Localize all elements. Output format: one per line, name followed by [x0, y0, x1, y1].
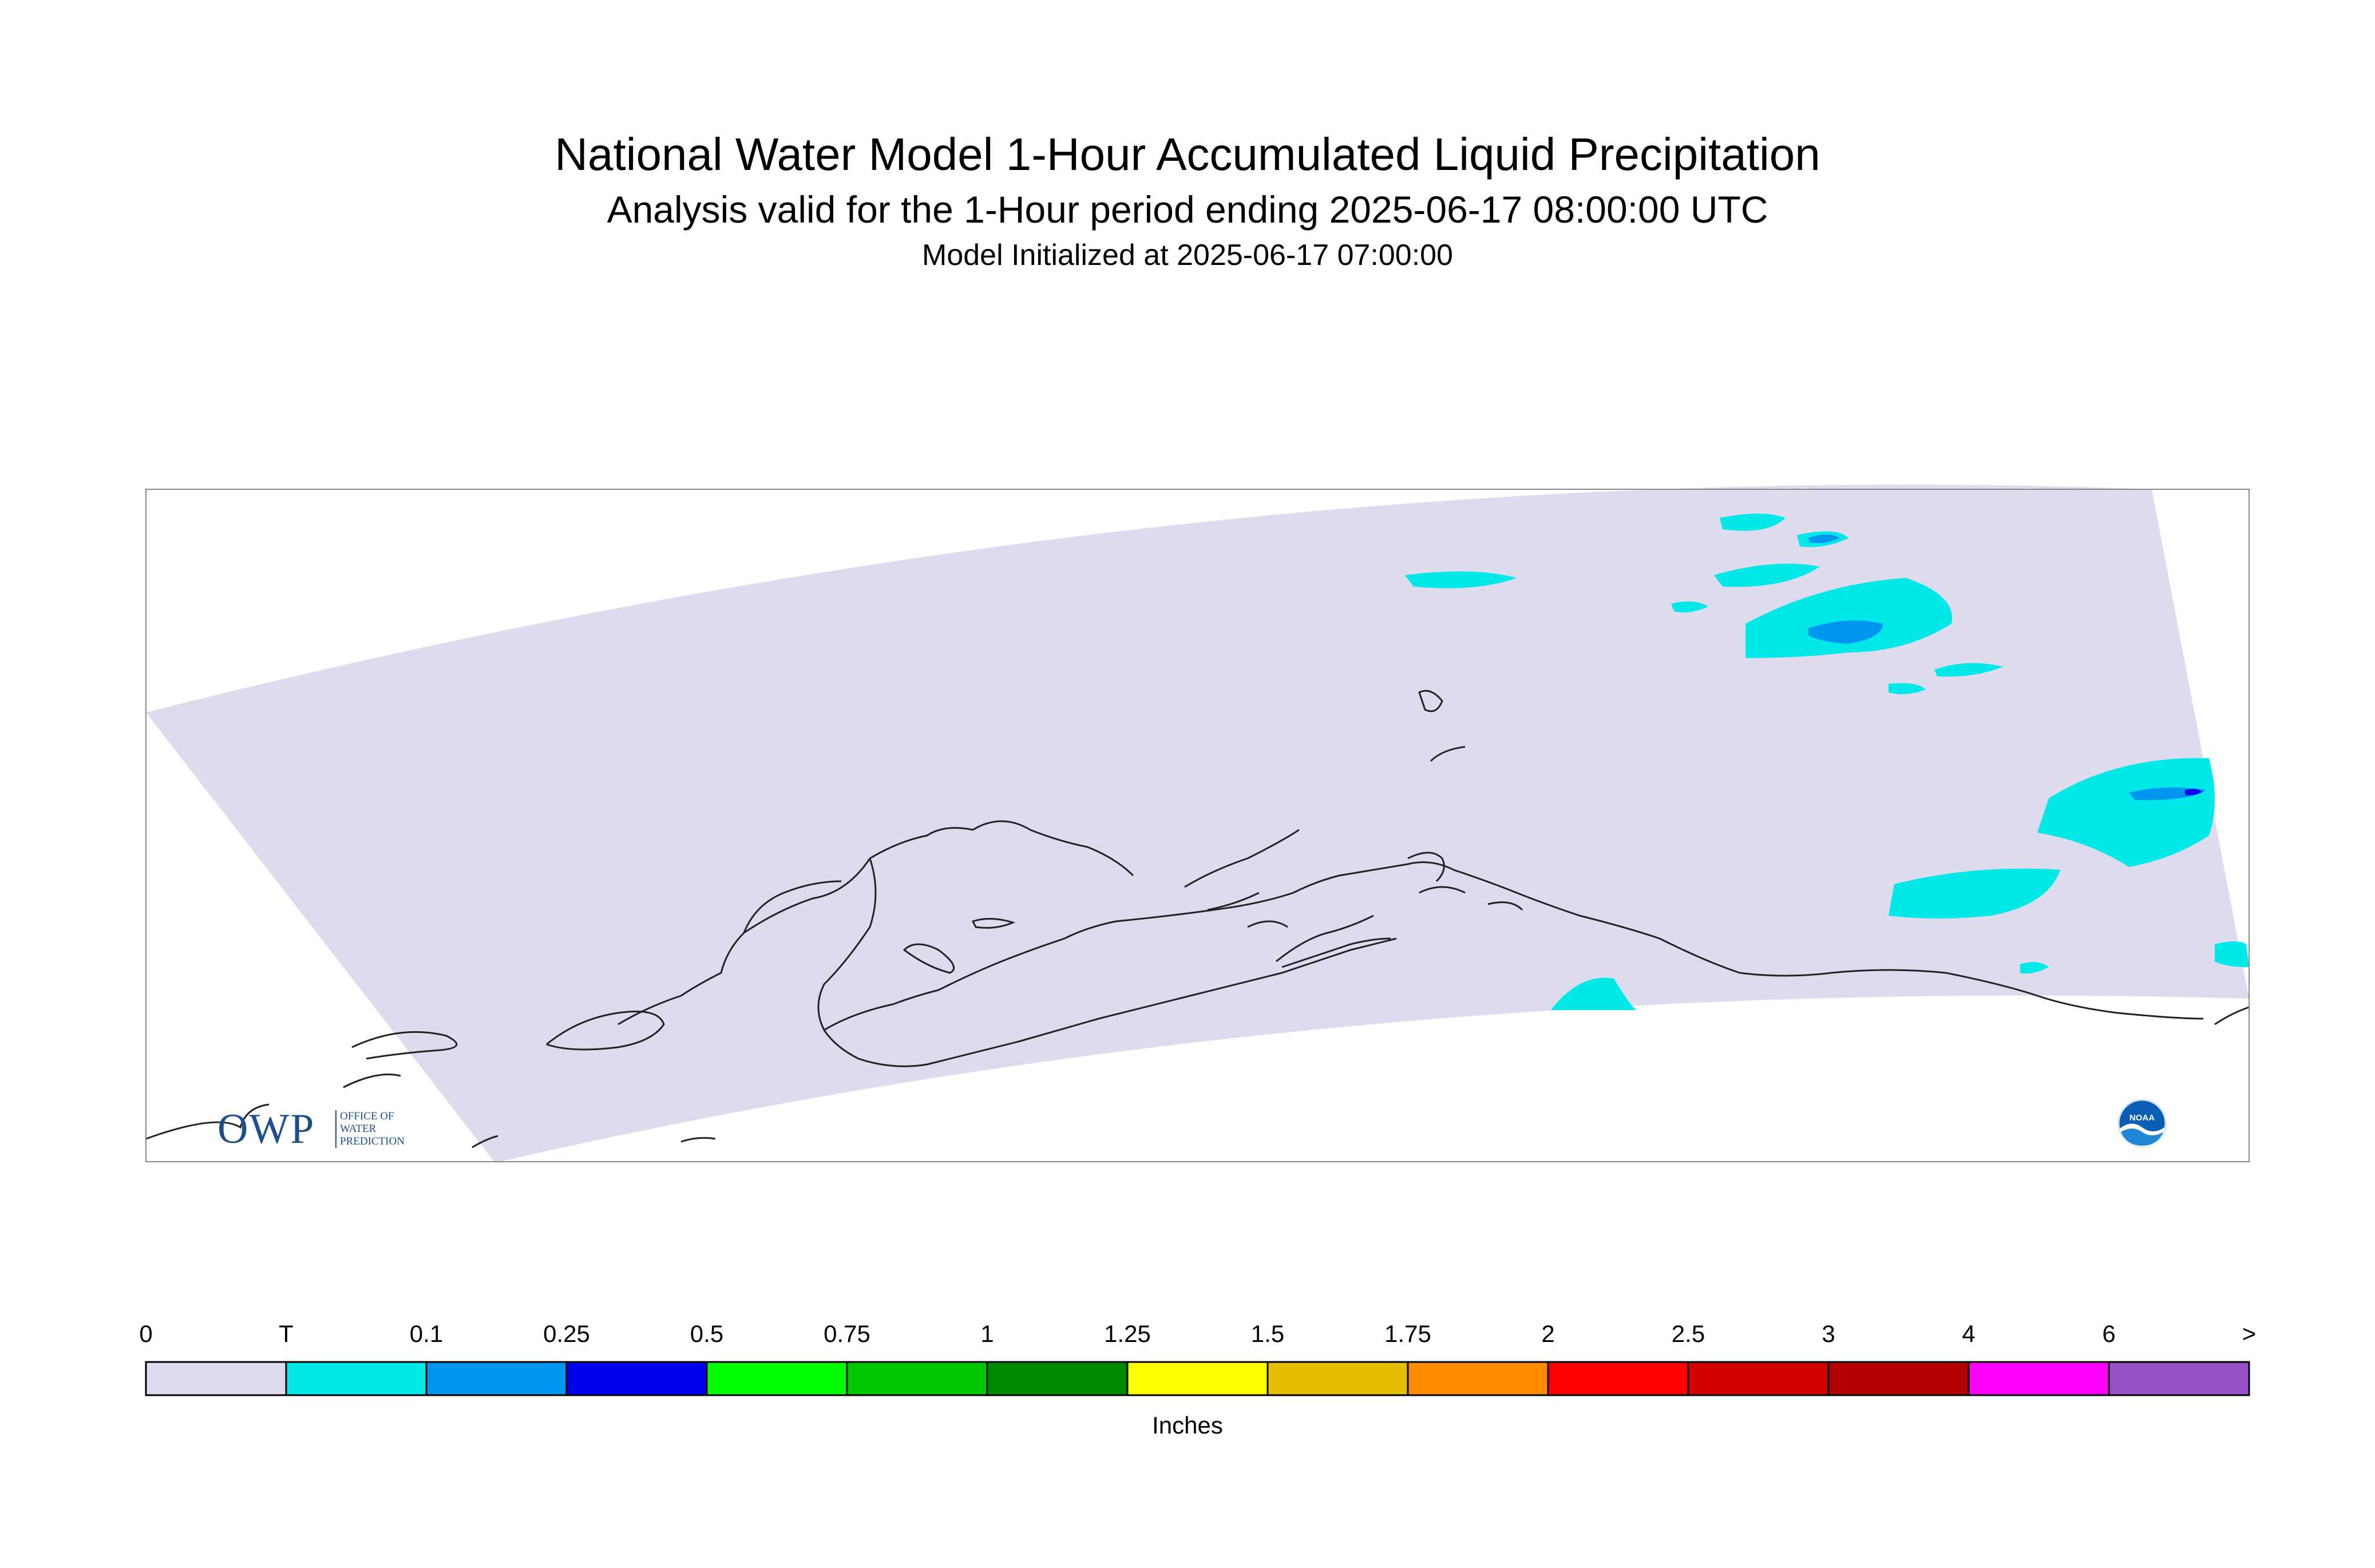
legend-color-swatch — [425, 1361, 568, 1396]
model-initialized-label: Model Initialized at 2025-06-17 07:00:00 — [922, 239, 1453, 272]
legend-tick-label: 4 — [1962, 1320, 1976, 1347]
precip-area-trace — [1720, 513, 1786, 531]
legend-tick-label: 1.5 — [1250, 1320, 1285, 1347]
legend-color-swatch — [1266, 1361, 1409, 1396]
precip-area-trace — [2215, 941, 2249, 967]
precip-area-trace — [1671, 601, 1708, 613]
map-subtitle: Analysis valid for the 1-Hour period end… — [607, 188, 1768, 231]
legend-tick-label: 2.5 — [1671, 1320, 1705, 1347]
precip-area-trace — [1934, 663, 2003, 677]
legend-color-swatch — [1407, 1361, 1549, 1396]
legend-tick-label: 2 — [1541, 1320, 1555, 1347]
legend-color-swatch — [1968, 1361, 2110, 1396]
precip-area-light — [1808, 620, 1883, 644]
legend-tick-label: 1 — [980, 1320, 994, 1347]
legend-tick-label: 0.75 — [824, 1320, 870, 1347]
legend-tick-label: 3 — [1822, 1320, 1835, 1347]
owp-logo: OWP OFFICE OF WATER PREDICTION — [217, 1103, 429, 1155]
precipitation-areas — [1405, 513, 2249, 1010]
owp-logo-letters: OWP — [217, 1106, 315, 1153]
legend-tick-label: > — [2242, 1320, 2257, 1347]
legend-color-swatch — [565, 1361, 708, 1396]
coastline-islands — [472, 690, 1466, 1149]
legend-tick-label: 6 — [2102, 1320, 2116, 1347]
coastline-archipelago — [1184, 829, 1523, 968]
legend-color-bar — [145, 1361, 2250, 1396]
legend-color-swatch — [1126, 1361, 1269, 1396]
coastline-western-alaska — [618, 858, 877, 1031]
owp-logo-subtext: OFFICE OF WATER PREDICTION — [335, 1110, 405, 1148]
coastline-alaska-peninsula — [823, 937, 1397, 1067]
legend-color-swatch — [1547, 1361, 1689, 1396]
legend-color-swatch — [285, 1361, 428, 1396]
precip-area-trace — [2020, 962, 2049, 974]
legend-units-label: Inches — [1152, 1412, 1223, 1439]
legend-color-swatch — [986, 1361, 1129, 1396]
noaa-logo: NOAA — [2117, 1099, 2167, 1148]
map-title: National Water Model 1-Hour Accumulated … — [555, 129, 1820, 180]
precip-area-trace — [1745, 578, 1952, 658]
legend-tick-label: 0.25 — [543, 1320, 590, 1347]
legend-tick-label: 1.75 — [1384, 1320, 1431, 1347]
legend-color-swatch — [846, 1361, 988, 1396]
precip-area-trace — [1405, 571, 1517, 588]
coastlines — [145, 690, 2250, 1149]
legend-color-swatch — [706, 1361, 848, 1396]
noaa-logo-text: NOAA — [2129, 1113, 2155, 1123]
precip-area-trace — [2037, 758, 2215, 867]
legend-tick-label: 0.5 — [690, 1320, 724, 1347]
precip-area-trace — [1889, 683, 1926, 695]
coastline-mainland — [145, 820, 2250, 1140]
precip-area-trace — [1551, 977, 1637, 1010]
legend-tick-label: 0 — [139, 1320, 153, 1347]
legend-color-swatch — [1827, 1361, 1970, 1396]
legend-color-swatch — [145, 1361, 287, 1396]
precip-area-light — [1808, 534, 1840, 543]
model-domain — [146, 484, 2249, 1163]
legend-tick-label: 1.25 — [1104, 1320, 1151, 1347]
precip-area-moderate — [2185, 789, 2202, 795]
precip-area-trace — [1714, 564, 1820, 587]
precip-area-trace — [1889, 868, 2060, 918]
legend-color-swatch — [1687, 1361, 1830, 1396]
legend-color-swatch — [2108, 1361, 2250, 1396]
coastline-bristol-bay — [902, 917, 1016, 974]
legend-tick-label: 0.1 — [409, 1320, 444, 1347]
legend-tick-label: T — [279, 1320, 294, 1347]
map-frame — [145, 489, 2250, 1162]
